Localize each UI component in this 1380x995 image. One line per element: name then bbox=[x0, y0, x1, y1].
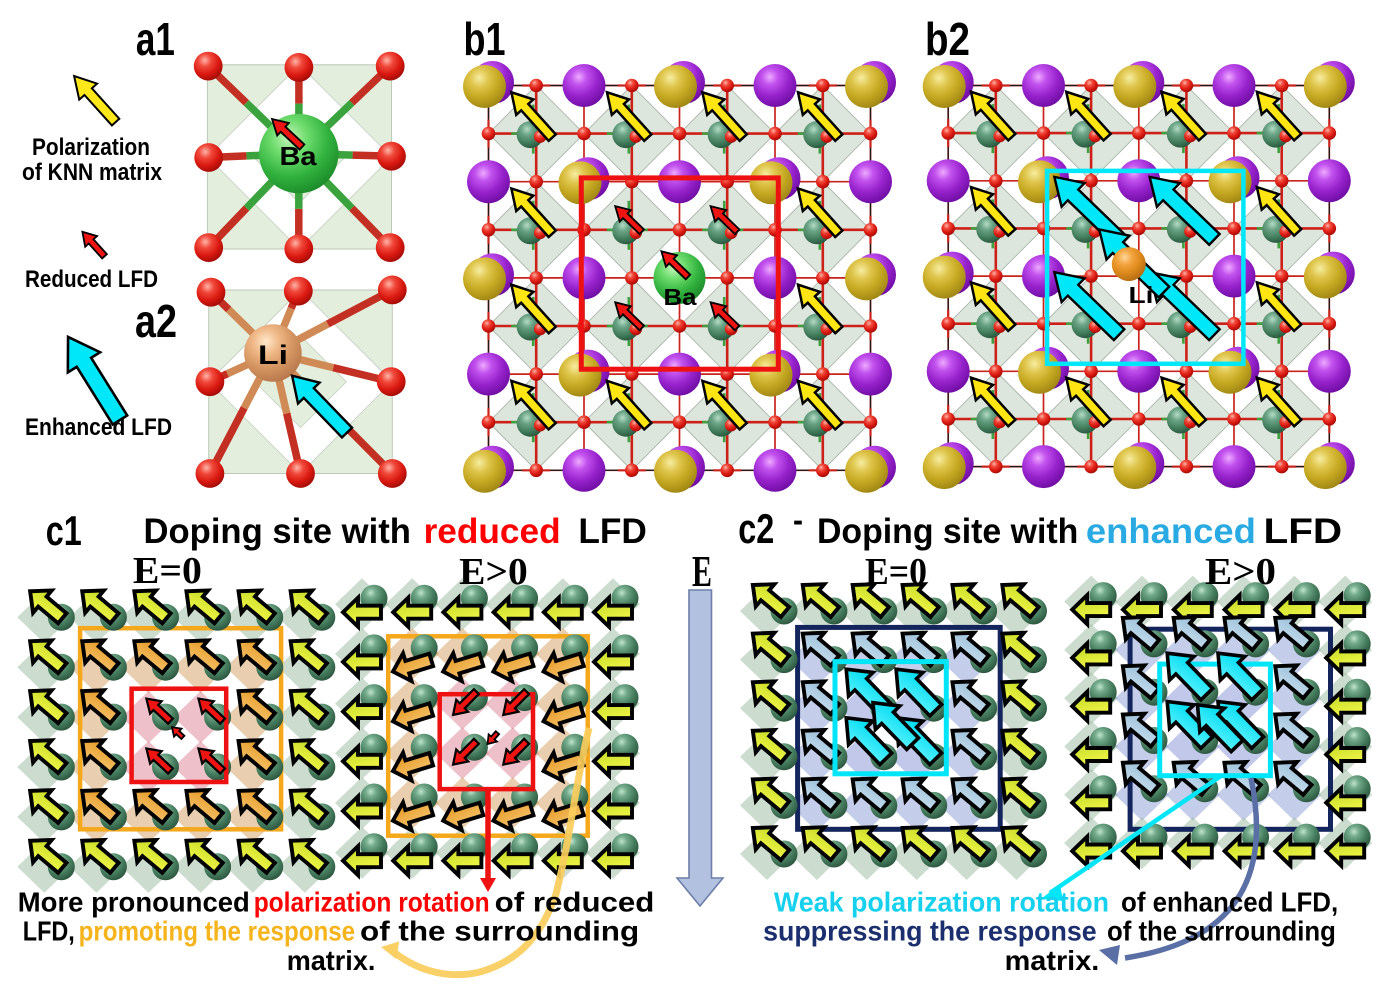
svg-text:E: E bbox=[692, 547, 712, 596]
svg-text:E>0: E>0 bbox=[459, 551, 528, 593]
svg-text:Reduced LFD: Reduced LFD bbox=[25, 266, 158, 293]
svg-text:-: - bbox=[793, 502, 803, 538]
svg-text:b1: b1 bbox=[464, 13, 506, 65]
svg-text:c1: c1 bbox=[46, 507, 82, 554]
svg-text:reduced: reduced bbox=[424, 512, 561, 551]
svg-text:a1: a1 bbox=[136, 13, 175, 65]
svg-text:of KNN matrix: of KNN matrix bbox=[22, 159, 163, 186]
svg-text:LFD: LFD bbox=[1264, 512, 1343, 551]
svg-text:of the surrounding: of the surrounding bbox=[1107, 916, 1336, 947]
svg-text:suppressing the response: suppressing the response bbox=[763, 916, 1097, 947]
svg-text:matrix.: matrix. bbox=[1005, 945, 1100, 976]
svg-text:Doping site with: Doping site with bbox=[817, 512, 1078, 551]
svg-text:Ba: Ba bbox=[664, 284, 697, 310]
svg-text:b2: b2 bbox=[925, 13, 970, 65]
svg-text:matrix.: matrix. bbox=[287, 945, 376, 976]
svg-text:polarization rotation: polarization rotation bbox=[254, 887, 490, 918]
svg-text:Enhanced LFD: Enhanced LFD bbox=[25, 414, 172, 441]
svg-text:of enhanced LFD,: of enhanced LFD, bbox=[1121, 887, 1338, 918]
svg-text:of the surrounding: of the surrounding bbox=[360, 916, 639, 947]
svg-text:Li: Li bbox=[258, 340, 288, 370]
svg-text:E=0: E=0 bbox=[865, 551, 927, 593]
svg-text:c2: c2 bbox=[738, 505, 774, 552]
svg-text:enhanced: enhanced bbox=[1086, 512, 1256, 551]
svg-text:Li: Li bbox=[1129, 282, 1154, 308]
svg-text:More pronounced: More pronounced bbox=[18, 887, 250, 918]
svg-text:of reduced: of reduced bbox=[495, 887, 655, 918]
svg-text:Polarization: Polarization bbox=[32, 134, 150, 161]
svg-text:LFD: LFD bbox=[578, 512, 647, 551]
svg-text:a2: a2 bbox=[135, 295, 177, 347]
svg-text:Weak polarization rotation: Weak polarization rotation bbox=[774, 887, 1109, 918]
svg-text:Ba: Ba bbox=[280, 141, 318, 171]
svg-text:LFD,: LFD, bbox=[23, 916, 75, 947]
svg-text:E=0: E=0 bbox=[133, 550, 202, 592]
svg-text:E>0: E>0 bbox=[1205, 551, 1276, 593]
svg-text:Doping site with: Doping site with bbox=[144, 512, 411, 551]
svg-text:promoting the response: promoting the response bbox=[79, 916, 356, 947]
